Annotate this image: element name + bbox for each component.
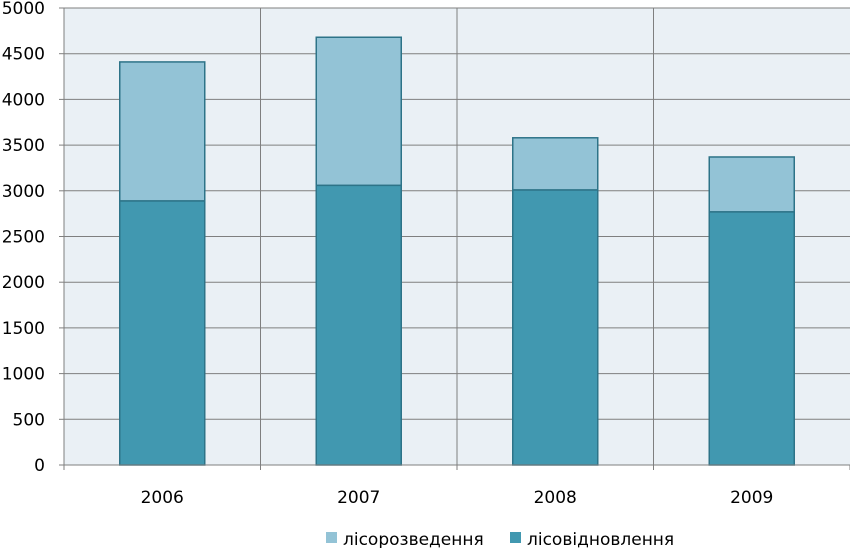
bars [119,36,795,466]
y-tick-label: 5000 [2,0,45,19]
bar-segment-afforestation [119,61,206,202]
legend-label-reforestation: лісовідновлення [527,530,674,548]
axes [63,8,850,466]
bar-segment-reforestation [119,200,206,466]
bar-segment-reforestation [708,211,795,466]
bar-segment-afforestation [512,137,599,191]
x-tick-label: 2006 [141,488,184,508]
bar-segment-afforestation [315,36,402,187]
legend-label-afforestation: лісорозведення [343,530,484,548]
y-axis-tick-labels: 0 500 1000 1500 2000 2500 3000 3500 4000 4500 5000 [2,0,45,476]
bar-segment-afforestation [708,156,795,213]
bar-segment-reforestation [512,189,599,466]
y-tick-label: 0 [34,456,45,476]
y-tick-label: 4000 [2,90,45,110]
y-tick-label: 2500 [2,228,45,248]
y-tick-label: 3000 [2,182,45,202]
y-tick-label: 4500 [2,45,45,65]
legend: лісорозведення лісовідновлення [326,530,674,550]
y-tick-label: 2000 [2,273,45,293]
x-tick-label: 2007 [337,488,380,508]
legend-swatch-afforestation [326,532,337,543]
x-tick-label: 2008 [534,488,577,508]
y-tick-label: 1000 [2,365,45,385]
y-tick-label: 500 [13,410,45,430]
bar-segment-reforestation [315,184,402,466]
y-tick-label: 1500 [2,319,45,339]
y-tick-label: 3500 [2,136,45,156]
legend-swatch-reforestation [510,532,521,543]
x-tick-label: 2009 [730,488,773,508]
x-axis-tick-labels: 2006 2007 2008 2009 [141,488,774,508]
